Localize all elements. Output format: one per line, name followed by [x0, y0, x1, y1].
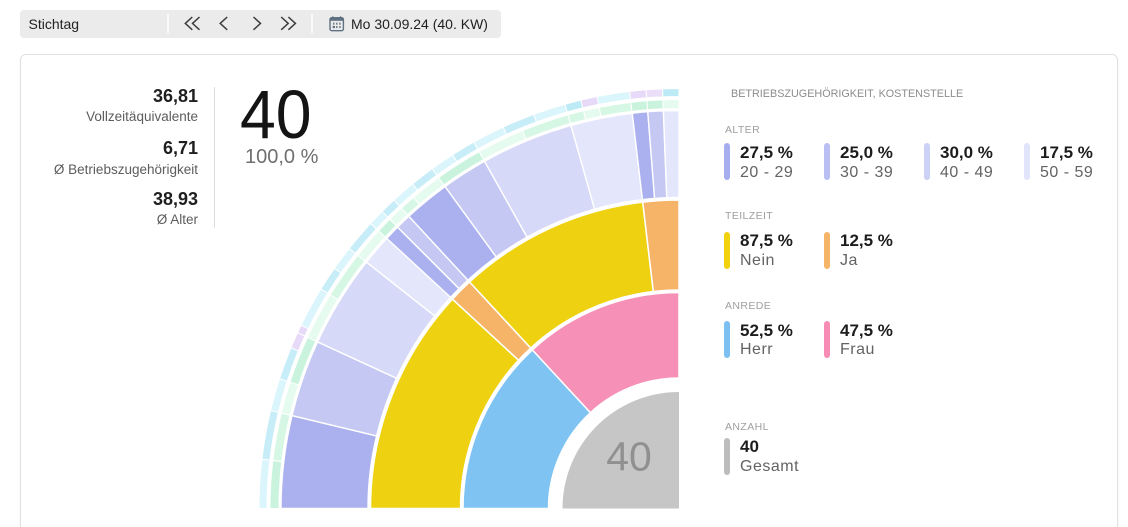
svg-text:40: 40 — [606, 434, 652, 480]
